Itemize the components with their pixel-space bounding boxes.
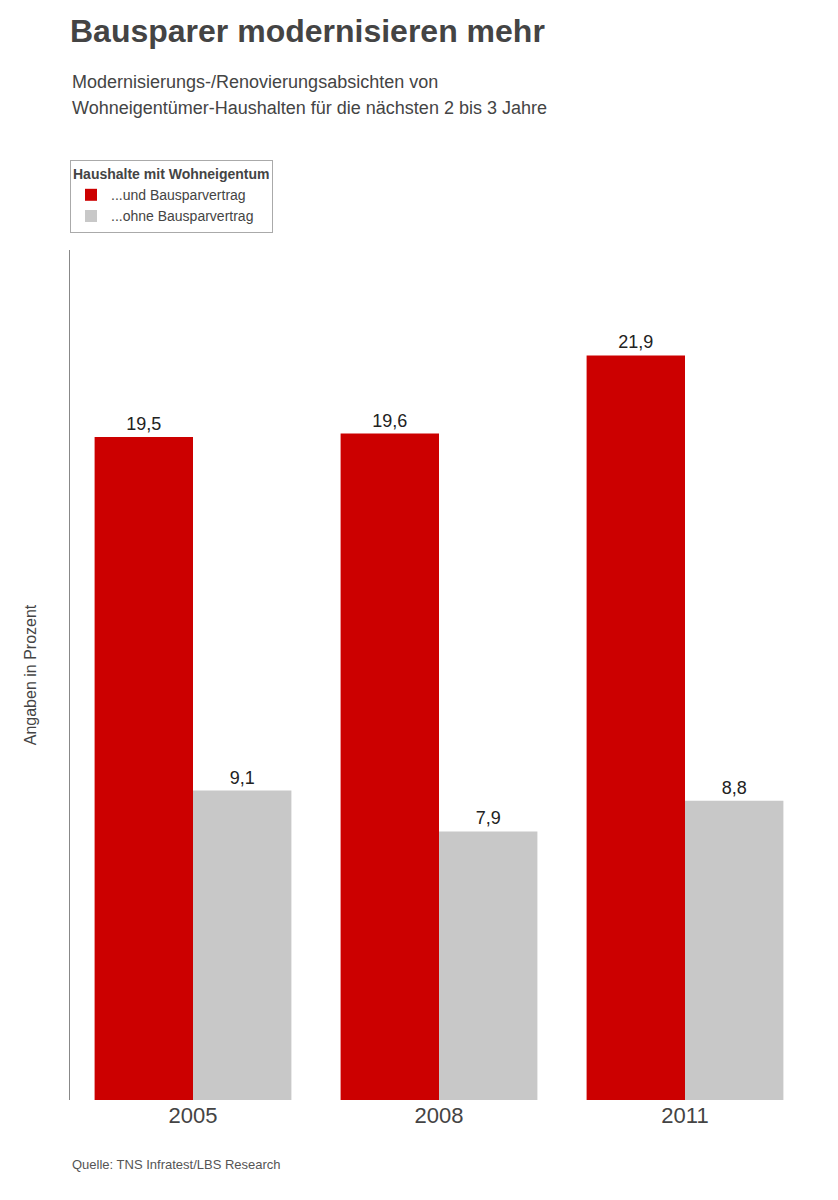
svg-text:...und Bausparvertrag: ...und Bausparvertrag	[111, 187, 246, 203]
svg-text:...ohne Bausparvertrag: ...ohne Bausparvertrag	[111, 208, 253, 224]
svg-text:Angaben in Prozent: Angaben in Prozent	[22, 604, 39, 745]
svg-text:7,9: 7,9	[476, 808, 501, 828]
svg-text:Modernisierungs-/Renovierungsa: Modernisierungs-/Renovierungsabsichten v…	[72, 72, 438, 92]
svg-text:Haushalte mit Wohneigentum: Haushalte mit Wohneigentum	[73, 166, 270, 182]
svg-text:8,8: 8,8	[722, 778, 747, 798]
svg-text:Quelle: TNS Infratest/LBS Rese: Quelle: TNS Infratest/LBS Research	[72, 1157, 281, 1172]
svg-text:21,9: 21,9	[618, 332, 653, 352]
svg-text:19,6: 19,6	[372, 411, 407, 431]
svg-text:Bausparer modernisieren mehr: Bausparer modernisieren mehr	[70, 13, 545, 49]
svg-text:19,5: 19,5	[126, 414, 161, 434]
svg-text:9,1: 9,1	[230, 768, 255, 788]
svg-text:Wohneigentümer-Haushalten für: Wohneigentümer-Haushalten für die nächst…	[72, 98, 547, 118]
svg-text:2008: 2008	[415, 1103, 464, 1128]
svg-text:2005: 2005	[169, 1103, 218, 1128]
svg-text:2011: 2011	[661, 1103, 708, 1128]
